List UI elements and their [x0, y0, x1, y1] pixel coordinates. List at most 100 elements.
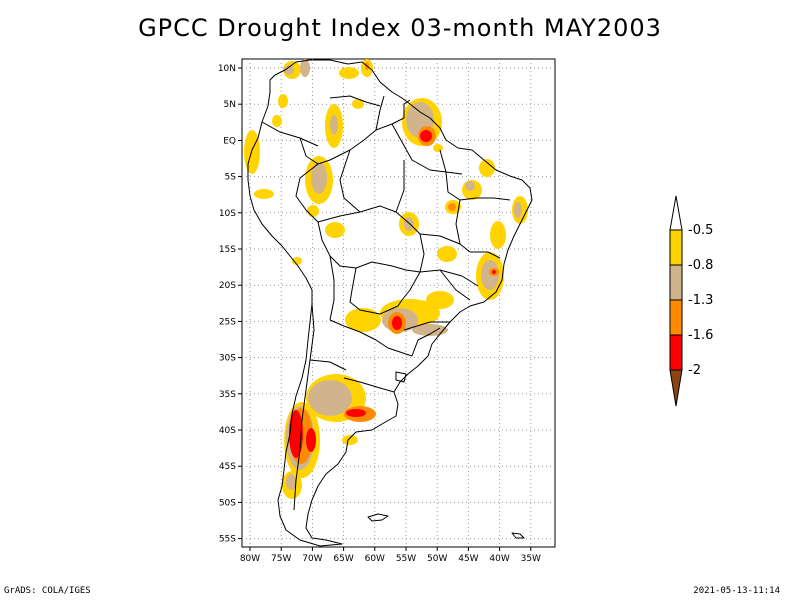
drought-area	[426, 291, 454, 309]
legend-bottom-arrow	[669, 369, 683, 407]
state-border	[339, 149, 361, 213]
lake	[395, 371, 407, 383]
drought-area	[437, 246, 457, 262]
country-border	[317, 221, 357, 269]
longitude-label: 50W	[427, 554, 447, 564]
drought-area	[272, 115, 282, 127]
drought-area	[284, 65, 294, 75]
country-border	[375, 95, 385, 131]
falkland-islands	[367, 513, 389, 522]
legend-label: -0.8	[688, 258, 713, 273]
state-border	[439, 269, 479, 287]
south-america-outline	[247, 59, 533, 547]
state-border	[476, 197, 511, 201]
longitude-label: 70W	[302, 554, 322, 564]
longitude-label: 35W	[521, 554, 541, 564]
legend-label: -0.5	[688, 223, 713, 238]
country-border	[355, 261, 421, 273]
longitude-labels: 80W 75W 70W 65W 60W 55W 50W 45W 40W 35W	[240, 554, 541, 564]
drought-area	[300, 59, 310, 77]
country-border	[317, 205, 421, 235]
latitude-label: 35S	[219, 390, 236, 400]
legend-swatch-moderate	[669, 264, 683, 301]
state-border	[439, 149, 477, 201]
latitude-label: 10S	[219, 209, 236, 219]
latitude-label: 40S	[219, 426, 236, 436]
legend-swatch-extreme	[669, 334, 683, 371]
latitude-label: 50S	[219, 498, 236, 508]
longitude-label: 65W	[333, 554, 353, 564]
drought-area	[286, 474, 296, 490]
latitude-label: EQ	[223, 136, 236, 146]
drought-area	[306, 428, 316, 452]
drought-area	[278, 94, 288, 108]
drought-area	[514, 202, 522, 218]
drought-area	[404, 217, 414, 231]
drought-area	[292, 257, 302, 265]
drought-area	[346, 409, 366, 417]
drought-area	[481, 260, 499, 290]
latitude-label: 55S	[219, 535, 236, 545]
drought-area	[254, 189, 274, 199]
footer-timestamp: 2021-05-13-11:14	[693, 586, 780, 596]
state-border	[343, 377, 395, 393]
latitude-label: 10N	[218, 64, 236, 74]
legend-label: -1.3	[688, 293, 713, 308]
drought-area	[433, 144, 443, 152]
country-border	[329, 319, 413, 357]
country-border	[295, 163, 319, 223]
country-border	[411, 327, 441, 357]
legend-label: -2	[688, 363, 701, 378]
drought-area	[325, 222, 345, 238]
drought-area	[342, 435, 358, 445]
latitude-label: 25S	[219, 317, 236, 327]
state-border	[309, 359, 347, 371]
island	[511, 532, 525, 539]
latitude-label: 20S	[219, 281, 236, 291]
legend-top-arrow	[669, 195, 683, 231]
country-border	[349, 267, 403, 315]
latitude-label: 15S	[219, 245, 236, 255]
drought-area	[345, 308, 381, 332]
legend-swatch-severe	[669, 299, 683, 336]
longitude-label: 60W	[365, 554, 385, 564]
colorbar-legend: -0.5 -0.8 -1.3 -1.6 -2	[669, 195, 713, 407]
drought-area	[339, 67, 359, 79]
state-border	[391, 123, 463, 175]
coastline	[247, 59, 533, 547]
longitude-label: 75W	[271, 554, 291, 564]
state-border	[470, 251, 501, 259]
drought-area	[490, 221, 506, 249]
drought-area	[392, 316, 402, 330]
drought-area	[244, 130, 260, 174]
state-border	[403, 321, 450, 331]
legend-swatch-mild	[669, 229, 683, 266]
latitude-label: 45S	[219, 462, 236, 472]
state-border	[395, 160, 405, 213]
drought-area	[307, 205, 319, 217]
footer-credit: GrADS: COLA/IGES	[4, 586, 91, 596]
drought-area	[289, 410, 303, 458]
drought-area	[330, 115, 338, 135]
state-border	[419, 233, 461, 245]
drought-area	[492, 270, 496, 274]
legend-label: -1.6	[688, 328, 713, 343]
latitude-label: 30S	[219, 354, 236, 364]
drought-area	[308, 380, 352, 416]
map-title: GPCC Drought Index 03-month MAY2003	[138, 14, 662, 42]
drought-area	[420, 130, 432, 142]
country-border	[403, 99, 411, 118]
latitude-label: 5S	[225, 173, 237, 183]
drought-area	[479, 159, 495, 177]
country-border	[261, 121, 319, 147]
country-border	[329, 95, 381, 107]
drought-shading	[244, 59, 528, 499]
drought-area	[352, 99, 364, 109]
country-border	[329, 255, 335, 321]
state-border	[455, 199, 471, 253]
state-border	[419, 269, 471, 301]
latitude-label: 5N	[224, 100, 236, 110]
longitude-label: 40W	[489, 554, 509, 564]
longitude-label: 45W	[458, 554, 478, 564]
